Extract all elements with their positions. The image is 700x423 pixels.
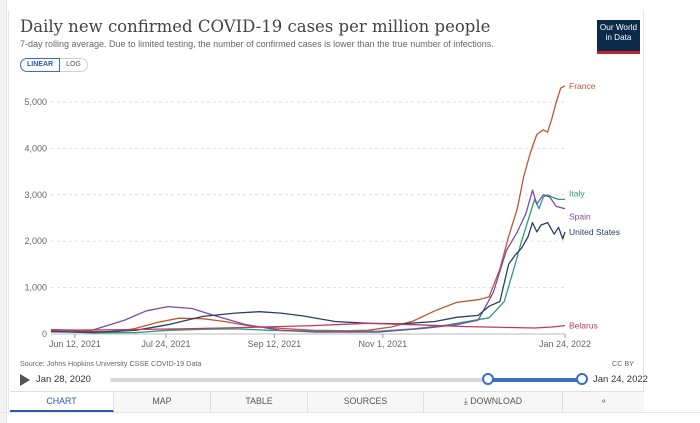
share-icon: ⚬ [599,396,608,406]
tab-download-label: DOWNLOAD [470,396,523,406]
y-axis-ticks: 0 1,000 2,000 3,000 4,000 5,000 [24,97,47,339]
series-line-italy [50,194,565,334]
x-tick-label: Jan 24, 2022 [539,339,591,349]
timeline-selected-range [487,378,582,382]
chart-subtitle: 7-day rolling average. Due to limited te… [20,39,494,49]
tab-bar: CHART MAP TABLE SOURCES ⤓ DOWNLOAD ⚬ [10,391,644,412]
timeline-track[interactable] [110,378,582,382]
series-labels: France Italy Spain United States Belarus [569,81,620,331]
series-line-france [50,85,566,333]
share-button[interactable]: ⚬ [563,392,644,412]
tab-download[interactable]: ⤓ DOWNLOAD [424,392,563,412]
x-tick-label: Jun 12, 2021 [49,339,101,349]
timeline: Jan 28, 2020 Jan 24, 2022 [20,372,648,388]
left-page-strip [0,0,7,423]
x-tick-label: Nov 1, 2021 [359,339,408,349]
timeline-end-label: Jan 24, 2022 [593,374,648,385]
timeline-start-handle[interactable] [481,373,494,385]
tab-sources[interactable]: SOURCES [308,392,424,412]
log-scale-button[interactable]: LOG [60,58,88,72]
y-tick-label: 5,000 [24,97,47,107]
chart-title: Daily new confirmed COVID-19 cases per m… [20,17,491,36]
y-tick-label: 1,000 [24,283,47,293]
logo-line-1: Our World [599,23,638,32]
scale-toggle: LINEAR LOG [20,58,88,74]
timeline-end-handle[interactable] [576,373,588,385]
page-bottom-border [0,412,700,413]
chart-card: Daily new confirmed COVID-19 cases per m… [8,10,648,412]
tab-map[interactable]: MAP [114,392,211,412]
owid-logo[interactable]: Our World in Data [597,20,640,54]
tab-table[interactable]: TABLE [211,392,308,412]
logo-line-2: in Data [605,32,632,42]
y-tick-label: 3,000 [24,190,47,200]
series-line-united-states [50,221,566,334]
x-tick-label: Sep 12, 2021 [248,339,302,349]
x-tick-label: Jul 24, 2021 [141,339,190,349]
series-line-belarus [50,322,566,331]
x-axis-ticks: Jun 12, 2021 Jul 24, 2021 Sep 12, 2021 Nov … [49,334,591,349]
y-tick-label: 2,000 [24,236,47,246]
play-icon[interactable] [20,374,30,386]
tab-chart[interactable]: CHART [10,392,114,412]
y-tick-label: 0 [42,329,47,339]
y-tick-label: 4,000 [24,143,47,153]
series-label-spain: Spain [569,212,591,222]
series-label-belarus: Belarus [569,321,598,331]
grid-lines [51,101,565,335]
series-line-spain [50,189,566,333]
source-note[interactable]: Source: Johns Hopkins University CSSE CO… [20,359,202,368]
linear-scale-button[interactable]: LINEAR [20,58,61,72]
timeline-start-label: Jan 28, 2020 [36,374,91,385]
download-icon: ⤓ [463,396,468,406]
series-label-united-states: United States [569,227,620,237]
series-lines [50,85,566,334]
series-label-france: France [569,81,596,91]
series-label-italy: Italy [569,188,585,198]
license-label[interactable]: CC BY [612,359,634,368]
